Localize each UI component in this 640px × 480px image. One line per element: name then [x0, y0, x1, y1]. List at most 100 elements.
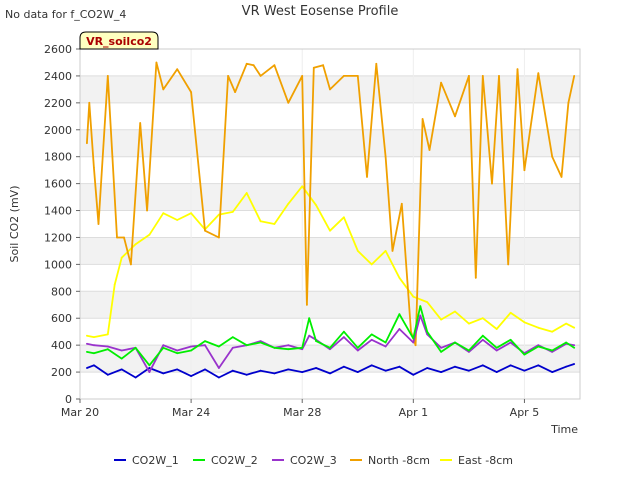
- legend-label: East -8cm: [458, 454, 513, 467]
- data-point: [86, 334, 88, 337]
- data-point: [329, 229, 331, 232]
- data-point: [301, 371, 304, 373]
- data-point: [259, 75, 262, 77]
- series-co2w-2: [86, 305, 576, 367]
- data-point: [218, 236, 220, 239]
- data-point: [315, 340, 317, 342]
- x-tick-label: Mar 20: [61, 406, 99, 419]
- data-point: [120, 349, 123, 352]
- data-point: [509, 341, 512, 344]
- data-point: [440, 351, 442, 353]
- data-point: [398, 365, 401, 368]
- data-point: [343, 336, 345, 338]
- y-tick-label: 1000: [44, 258, 72, 271]
- data-point: [148, 364, 151, 367]
- y-tick-label: 0: [65, 393, 72, 406]
- data-point: [116, 236, 118, 239]
- data-point: [134, 376, 137, 379]
- data-point: [134, 346, 137, 349]
- data-point: [391, 250, 394, 252]
- y-tick-label: 200: [51, 366, 72, 379]
- data-point: [551, 155, 554, 158]
- data-point: [162, 212, 165, 215]
- data-point: [93, 336, 95, 338]
- data-point: [245, 192, 248, 194]
- data-point: [234, 91, 237, 93]
- data-point: [523, 353, 526, 356]
- data-point: [414, 344, 417, 347]
- x-tick-label: Apr 1: [399, 406, 429, 419]
- data-point: [123, 236, 125, 239]
- data-point: [308, 334, 311, 337]
- data-point: [301, 185, 304, 188]
- data-point: [259, 340, 262, 342]
- data-point: [537, 364, 540, 367]
- site-badge: VR_soilco2: [79, 31, 159, 50]
- data-point: [356, 349, 359, 352]
- data-point: [231, 336, 234, 338]
- data-point: [426, 367, 429, 369]
- y-tick-label: 2000: [44, 124, 72, 137]
- data-point: [440, 346, 442, 349]
- data-point: [155, 61, 158, 64]
- series-layer: [86, 61, 576, 379]
- data-point: [356, 250, 359, 252]
- data-point: [551, 351, 554, 353]
- data-point: [565, 341, 567, 344]
- data-point: [88, 101, 91, 104]
- data-point: [218, 376, 220, 379]
- legend-label: CO2W_3: [290, 454, 337, 467]
- data-point: [190, 212, 193, 215]
- data-point: [148, 233, 151, 236]
- data-point: [312, 66, 315, 69]
- data-point: [343, 365, 345, 368]
- data-point: [495, 349, 498, 352]
- chart-title: VR West Eosense Profile: [242, 4, 399, 19]
- data-point: [287, 368, 290, 371]
- data-point: [329, 348, 331, 351]
- data-point: [93, 166, 95, 169]
- data-point: [516, 68, 519, 71]
- data-point: [273, 64, 276, 67]
- data-point: [162, 346, 165, 349]
- data-point: [343, 216, 345, 219]
- data-point: [474, 276, 477, 279]
- y-tick-label: 2400: [44, 70, 72, 83]
- data-point: [412, 337, 415, 340]
- data-point: [419, 314, 422, 317]
- data-point: [176, 349, 179, 352]
- y-tick-label: 1200: [44, 231, 72, 244]
- data-point: [398, 328, 401, 330]
- data-point: [93, 344, 95, 347]
- data-point: [398, 313, 401, 316]
- data-point: [106, 373, 109, 376]
- data-point: [468, 322, 470, 325]
- data-point: [120, 368, 123, 371]
- data-point: [106, 333, 109, 336]
- data-point: [507, 263, 510, 266]
- y-tick-label: 1600: [44, 178, 72, 191]
- data-point: [190, 349, 193, 352]
- plot-band: [80, 129, 580, 157]
- y-tick-label: 2600: [44, 43, 72, 56]
- x-tick-label: Mar 24: [172, 406, 210, 419]
- data-point: [245, 62, 248, 65]
- data-point: [218, 367, 220, 369]
- data-point: [134, 243, 137, 246]
- data-point: [428, 149, 431, 151]
- data-point: [245, 344, 248, 347]
- data-point: [551, 330, 554, 333]
- data-point: [301, 346, 304, 349]
- x-axis-label: Time: [550, 423, 578, 436]
- data-point: [468, 75, 470, 77]
- data-point: [366, 176, 368, 178]
- data-point: [93, 364, 95, 367]
- data-point: [454, 115, 456, 118]
- data-point: [375, 62, 378, 65]
- data-point: [329, 88, 331, 91]
- legend-item: CO2W_1: [114, 454, 179, 467]
- y-tick-label: 1800: [44, 151, 72, 164]
- data-point: [509, 311, 512, 314]
- data-point: [356, 346, 359, 349]
